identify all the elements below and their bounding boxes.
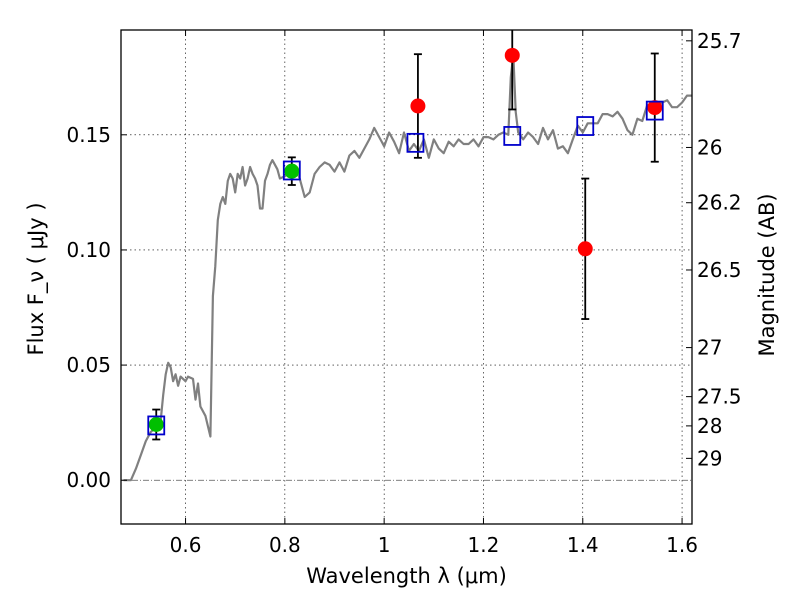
nir-data-point xyxy=(647,100,663,116)
y-axis-title: Flux F_ν ( μJy ) xyxy=(24,202,49,355)
y-axis-ticks: 0.00 0.05 0.10 0.15 xyxy=(66,123,127,492)
model-photometry-square xyxy=(282,160,301,181)
model-photometry-square xyxy=(503,126,522,146)
model-photometry-square xyxy=(576,116,595,136)
magnitude-tick-label: 29 xyxy=(697,446,722,470)
magnitude-tick-label: 26.5 xyxy=(697,258,742,282)
model-sed-line xyxy=(123,53,692,482)
magnitude-axis-title: Magnitude (AB) xyxy=(755,193,779,356)
plot-frame xyxy=(120,29,693,525)
model-photometry-square xyxy=(645,100,664,121)
y-tick-label: 0.00 xyxy=(66,468,111,492)
optical-data-point xyxy=(148,417,164,433)
magnitude-tick-label: 26.2 xyxy=(697,191,742,215)
magnitude-tick-label: 27 xyxy=(697,336,722,360)
model-photometry-square xyxy=(147,415,166,436)
model-sed-layer xyxy=(123,53,692,482)
y-tick-label: 0.05 xyxy=(66,353,111,377)
magnitude-tick-label: 25.7 xyxy=(697,29,742,53)
magnitude-tick-label: 28 xyxy=(697,414,722,438)
nir-data-point xyxy=(410,98,426,114)
x-tick-label: 0.8 xyxy=(269,533,301,557)
magnitude-tick-label: 27.5 xyxy=(697,385,742,409)
x-tick-label: 1.2 xyxy=(468,533,500,557)
x-axis-title: Wavelength λ (μm) xyxy=(306,564,507,588)
x-axis-ticks: 0.6 0.8 1 1.2 1.4 1.6 xyxy=(170,30,698,557)
x-tick-label: 1.4 xyxy=(567,533,599,557)
grid xyxy=(121,30,692,524)
x-tick-label: 1 xyxy=(378,533,391,557)
y-tick-label: 0.10 xyxy=(66,238,111,262)
x-tick-label: 0.6 xyxy=(170,533,202,557)
magnitude-tick-label: 26 xyxy=(697,135,722,159)
optical-data-point xyxy=(284,163,300,179)
nir-data-point xyxy=(504,47,520,63)
y-tick-label: 0.15 xyxy=(66,123,111,147)
x-tick-label: 1.6 xyxy=(666,533,698,557)
nir-data-point xyxy=(577,241,593,257)
model-photometry-square xyxy=(406,132,425,153)
markers-layer xyxy=(147,47,664,436)
magnitude-axis-ticks: 25.7 26 26.2 26.5 27 27.5 28 29 xyxy=(686,29,742,470)
